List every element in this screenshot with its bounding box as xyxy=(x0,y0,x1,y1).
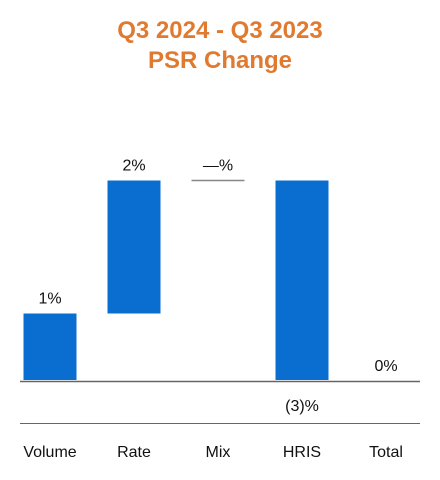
chart-title-line1: Q3 2024 - Q3 2023 xyxy=(117,17,323,44)
category-label-mix: Mix xyxy=(206,444,231,461)
data-label-mix: —% xyxy=(203,158,233,175)
data-label-rate: 2% xyxy=(122,158,145,175)
data-label-total: 0% xyxy=(374,358,397,375)
chart-labels: 1% Volume 2% Rate —% Mix (3)% HRIS 0% Total xyxy=(23,158,403,462)
data-label-hris: (3)% xyxy=(285,398,319,415)
bar-hris xyxy=(275,180,329,380)
chart-title-line2: PSR Change xyxy=(147,47,293,74)
bar-rate xyxy=(107,180,161,314)
category-label-total: Total xyxy=(369,444,403,461)
chart-marks xyxy=(23,179,329,380)
bar-volume xyxy=(23,313,77,380)
data-label-volume: 1% xyxy=(38,291,61,308)
category-label-hris: HRIS xyxy=(283,444,321,461)
category-label-volume: Volume xyxy=(23,444,76,461)
category-label-rate: Rate xyxy=(117,444,151,461)
